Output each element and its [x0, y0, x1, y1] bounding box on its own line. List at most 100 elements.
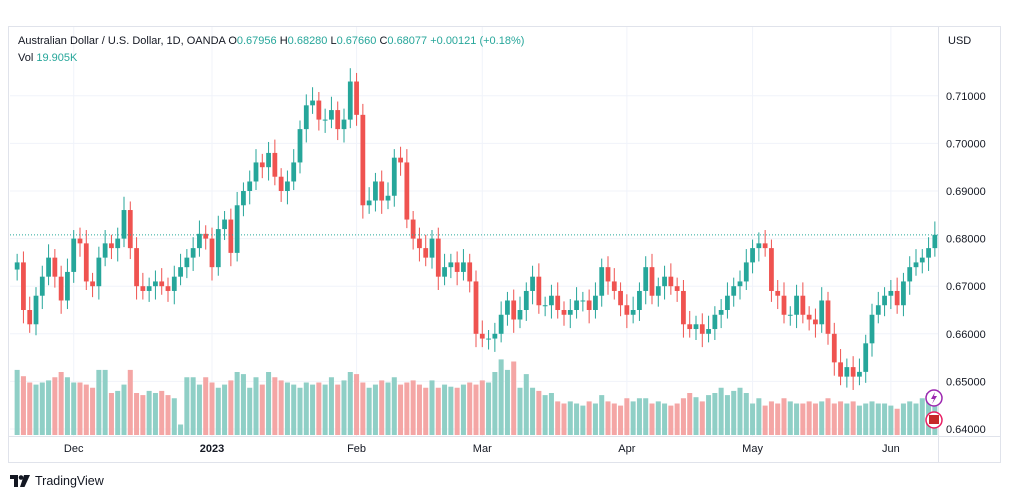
candle-body: [706, 329, 711, 334]
event-markers[interactable]: [925, 389, 943, 429]
volume-bar: [159, 390, 165, 435]
candle-body: [184, 257, 190, 268]
candle-body: [643, 267, 649, 291]
volume-bar: [536, 390, 542, 435]
y-tick-label: 0.65000: [946, 376, 986, 388]
candle-body: [718, 310, 724, 315]
candle-series: [14, 68, 938, 390]
candle-body: [278, 176, 284, 191]
candle-body: [517, 310, 523, 320]
volume-bar: [83, 384, 89, 435]
volume-bar: [473, 384, 479, 435]
x-tick-label: Mar: [473, 443, 492, 455]
candle-body: [907, 267, 913, 282]
volume-bar: [303, 382, 309, 435]
volume-bar: [27, 382, 33, 435]
candle-body: [291, 162, 297, 182]
candle-body: [391, 157, 397, 196]
candle-body: [926, 248, 931, 258]
candle-body: [825, 300, 831, 334]
volume-bar: [586, 401, 592, 435]
volume-bar: [127, 369, 133, 435]
volume-bar: [146, 390, 152, 435]
volume-bar: [662, 403, 668, 435]
volume-bar: [272, 377, 278, 435]
candle-body: [850, 367, 856, 377]
volume-bar: [555, 401, 561, 435]
volume-bar: [649, 403, 655, 435]
candle-body: [385, 195, 391, 201]
candle-body: [857, 371, 862, 377]
volume-bar: [322, 384, 328, 435]
y-tick-label: 0.68000: [946, 234, 986, 246]
volume-bar: [140, 395, 146, 435]
high-value: 0.68280: [287, 35, 328, 47]
volume-bar: [58, 372, 64, 435]
y-tick-label: 0.67000: [946, 281, 986, 293]
axis-currency-label[interactable]: USD: [948, 35, 972, 47]
volume-bar: [712, 393, 718, 435]
volume-bar: [900, 403, 906, 435]
candle-body: [52, 257, 58, 277]
price-axis[interactable]: 0.64000 0.65000 0.66000 0.67000 0.68000 0.690…: [946, 91, 986, 436]
price-chart[interactable]: 0.64000 0.65000 0.66000 0.67000 0.68000 0.690…: [0, 0, 1012, 470]
volume-bar: [574, 403, 580, 435]
volume-bar: [467, 382, 473, 435]
candle-body: [605, 267, 611, 282]
candle-body: [800, 295, 806, 315]
time-axis[interactable]: Dec 2023 Feb Mar Apr May Jun: [64, 443, 900, 455]
x-tick-label: Apr: [618, 443, 635, 455]
candle-body: [109, 243, 114, 249]
candle-body: [178, 267, 183, 277]
candle-body: [65, 271, 70, 301]
candle-body: [536, 276, 542, 306]
candle-body: [637, 290, 642, 310]
x-tick-label: 2023: [200, 443, 224, 455]
candle-body: [574, 300, 579, 310]
candle-body: [39, 276, 45, 296]
candle-body: [241, 191, 246, 206]
volume-bar: [756, 398, 762, 435]
candle-body: [285, 181, 290, 191]
candle-body: [197, 233, 202, 249]
candle-body: [272, 152, 278, 177]
candle-body: [354, 81, 359, 115]
volume-bar: [800, 403, 806, 435]
candle-body: [410, 219, 416, 239]
volume-bar: [404, 382, 410, 435]
volume-bar: [542, 395, 548, 435]
volume-bar: [196, 384, 202, 435]
candle-body: [398, 157, 403, 163]
volume-bar: [567, 401, 573, 435]
candle-body: [127, 210, 133, 249]
candle-body: [303, 105, 309, 130]
volume-bar: [794, 403, 800, 435]
volume-bar: [416, 384, 422, 435]
footer-branding[interactable]: TradingView: [10, 472, 104, 490]
candle-body: [668, 276, 674, 287]
volume-bar: [737, 387, 743, 435]
volume-bar: [391, 377, 397, 435]
volume-bar: [630, 401, 636, 435]
volume-bar: [423, 387, 429, 435]
chart-pane[interactable]: [8, 26, 1001, 463]
volume-bar: [731, 390, 737, 435]
candle-body: [838, 362, 843, 377]
candle-body: [674, 286, 680, 291]
volume-bar: [14, 369, 20, 435]
volume-bar: [165, 395, 171, 435]
y-tick-label: 0.71000: [946, 91, 986, 103]
candle-body: [731, 286, 737, 296]
open-value: 0.67956: [236, 35, 277, 47]
candle-body: [555, 295, 561, 310]
candle-body: [693, 324, 699, 330]
volume-label[interactable]: Vol: [18, 52, 34, 64]
symbol-title[interactable]: Australian Dollar / U.S. Dollar, 1D, OAN…: [18, 35, 226, 47]
candle-body: [530, 276, 535, 291]
candle-body: [58, 276, 64, 301]
candle-body: [479, 333, 485, 339]
candle-body: [417, 238, 422, 249]
candle-body: [831, 333, 837, 363]
volume-bar: [410, 380, 416, 435]
volume-bar: [266, 372, 272, 435]
